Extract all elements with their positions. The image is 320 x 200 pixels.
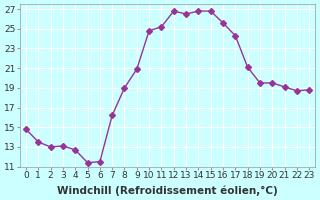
X-axis label: Windchill (Refroidissement éolien,°C): Windchill (Refroidissement éolien,°C) [57, 185, 278, 196]
